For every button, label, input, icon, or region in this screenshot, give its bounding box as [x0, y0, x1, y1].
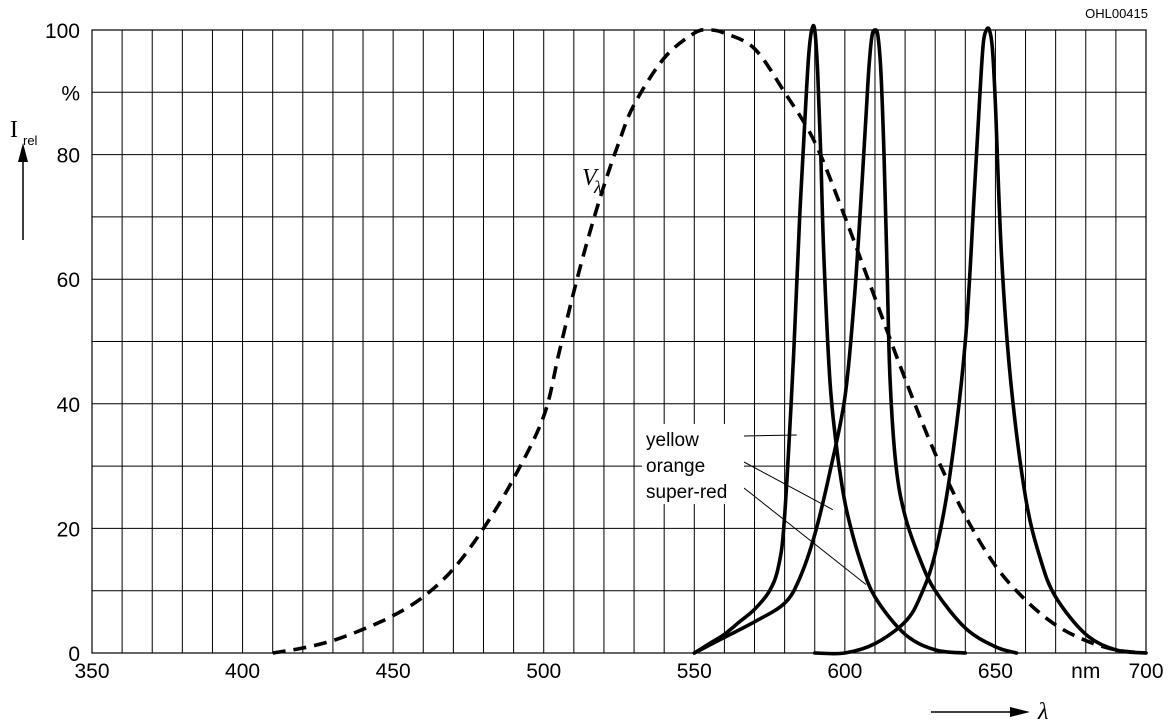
- leader-yellow: [743, 434, 797, 437]
- legend-background: [642, 424, 744, 504]
- y-axis-label-sub: rel: [23, 133, 38, 148]
- y-unit-label: %: [61, 82, 80, 105]
- y-tick-label-100: 100: [45, 20, 80, 43]
- series-line-yellow: [692, 23, 968, 655]
- series-line-v-lambda: [272, 27, 1147, 655]
- y-tick-label-80: 80: [57, 145, 80, 168]
- series-layer: [272, 23, 1148, 656]
- v-lambda-annotation: V λ: [582, 165, 602, 197]
- series-line-super-red: [812, 26, 1148, 656]
- x-tick-label-650: 650: [978, 660, 1013, 683]
- y-tick-label-0: 0: [68, 643, 80, 666]
- x-axis-label-text: λ: [1037, 699, 1048, 724]
- grid: [91, 29, 1147, 654]
- legend-label-super-red: super-red: [646, 482, 727, 503]
- v-lambda-main: V: [582, 165, 599, 191]
- x-tick-label-350: 350: [74, 660, 109, 683]
- y-tick-label-20: 20: [57, 518, 80, 541]
- legend-leader-lines: [743, 434, 867, 585]
- leader-super-red: [743, 487, 867, 585]
- x-axis-arrow-head: [1010, 707, 1030, 717]
- x-axis-label: λ: [931, 699, 1048, 724]
- legend-label-yellow: yellow: [646, 430, 699, 451]
- series-line-orange: [692, 28, 1019, 655]
- tick-labels: 350 400 450 500 550 600 650 700 0 20 40 60 80 100% nm: [45, 20, 1164, 683]
- x-tick-label-500: 500: [526, 660, 561, 683]
- plot-frame: [91, 29, 1147, 654]
- y-axis-arrow-head: [18, 143, 28, 162]
- y-tick-label-40: 40: [57, 394, 80, 417]
- leader-orange: [743, 461, 834, 511]
- x-tick-label-450: 450: [376, 660, 411, 683]
- x-tick-label-600: 600: [827, 660, 862, 683]
- chart-code: OHL00415: [1085, 6, 1148, 21]
- y-axis-label-main: I: [10, 117, 18, 143]
- y-axis-label: I rel: [10, 117, 38, 240]
- legend-label-orange: orange: [646, 456, 705, 477]
- y-tick-label-60: 60: [57, 269, 80, 292]
- series-legend: yellow orange super-red: [642, 424, 744, 504]
- v-lambda-sub: λ: [593, 177, 602, 197]
- x-tick-label-550: 550: [677, 660, 712, 683]
- x-tick-label-700: 700: [1128, 660, 1163, 683]
- x-unit-label: nm: [1071, 660, 1100, 683]
- x-tick-label-400: 400: [225, 660, 260, 683]
